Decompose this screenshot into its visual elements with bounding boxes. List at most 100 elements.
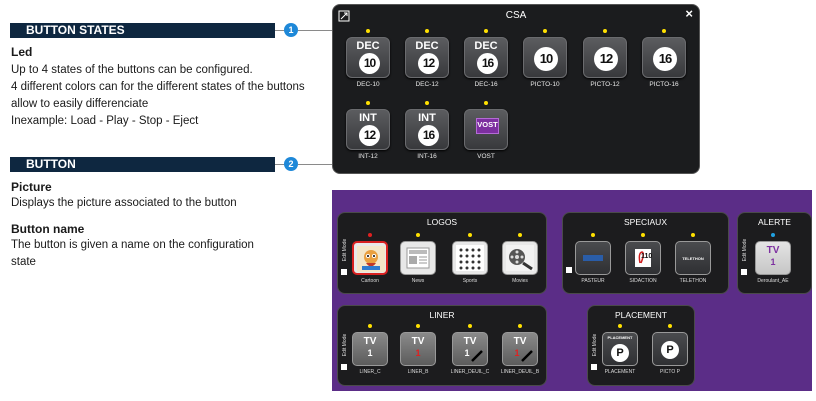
- button-caption: Deroulant_AE: [757, 278, 789, 284]
- led-indicator: [468, 324, 472, 328]
- button-face[interactable]: P: [652, 332, 688, 366]
- button-caption: INT-12: [358, 153, 378, 160]
- edit-mode-label: Edit Mode: [342, 238, 348, 262]
- button-label: DEC: [415, 40, 439, 52]
- section-title: BUTTON STATES: [10, 23, 275, 38]
- button-face[interactable]: [452, 241, 488, 275]
- picture-text: Displays the picture associated to the b…: [11, 197, 237, 209]
- parking-p-icon: P: [611, 344, 629, 362]
- edit-mode-label: Edit Mode: [592, 333, 598, 357]
- button-face[interactable]: TV 1: [452, 332, 488, 366]
- callout-line: [275, 164, 285, 165]
- edit-mode-toggle[interactable]: Edit Mode: [340, 235, 350, 275]
- edit-mode-toggle[interactable]: Edit Mode: [340, 330, 350, 370]
- button-caption: LINER_DEUIL_B: [500, 369, 540, 375]
- button-caption: TELETHON: [679, 278, 707, 284]
- button-face[interactable]: [575, 241, 611, 275]
- callout-number-badge: 1: [284, 23, 298, 37]
- button-face[interactable]: INT 12: [346, 109, 390, 150]
- button-caption: PICTO-12: [590, 81, 620, 88]
- button-caption: PLACEMENT: [604, 369, 636, 375]
- button-caption: DEC-10: [356, 81, 380, 88]
- led-line: 4 different colors can for the different…: [11, 81, 305, 93]
- edit-mode-label: Edit Mode: [742, 238, 748, 262]
- age-rating-icon: 16: [653, 47, 677, 71]
- led-indicator: [425, 101, 429, 105]
- button-face[interactable]: [352, 241, 388, 275]
- close-icon[interactable]: ×: [685, 6, 693, 21]
- panel-title: LINER: [429, 310, 455, 320]
- tv-label: TV: [363, 336, 377, 347]
- led-indicator: [468, 233, 472, 237]
- button-face[interactable]: TV 1: [352, 332, 388, 366]
- button-name-line: state: [11, 256, 36, 268]
- mourning-ribbon-icon: [471, 350, 483, 362]
- led-indicator: [518, 324, 522, 328]
- tv-number: 1: [514, 348, 520, 358]
- led-indicator: [771, 233, 775, 237]
- button-caption: LINER_B: [407, 369, 429, 375]
- sports-logo-icon: [456, 245, 484, 271]
- button-face[interactable]: 16: [642, 37, 686, 78]
- led-line: Up to 4 states of the buttons can be con…: [11, 64, 253, 76]
- button-face[interactable]: [400, 241, 436, 275]
- edit-mode-toggle[interactable]: [565, 233, 575, 273]
- button-face[interactable]: VOST: [464, 109, 508, 150]
- led-indicator: [484, 29, 488, 33]
- led-indicator: [416, 324, 420, 328]
- button-face[interactable]: TV 1: [755, 241, 791, 275]
- edit-mode-toggle[interactable]: Edit Mode: [590, 330, 600, 370]
- liner-panel: LINER Edit Mode TV 1 LINER_C TV 1 LINER_…: [337, 305, 547, 386]
- led-line: allow to easily differenciate: [11, 98, 149, 110]
- movies-logo-icon: [506, 245, 534, 271]
- mourning-ribbon-icon: [521, 350, 533, 362]
- button-name-heading: Button name: [11, 222, 85, 236]
- button-caption: SIDACTION: [629, 278, 657, 284]
- led-indicator: [662, 29, 666, 33]
- button-face[interactable]: 110: [625, 241, 661, 275]
- button-face[interactable]: 10: [523, 37, 567, 78]
- button-face[interactable]: PLACEMENT P: [602, 332, 638, 366]
- button-caption: INT-16: [417, 153, 437, 160]
- button-caption: LINER_DEUIL_C: [450, 369, 490, 375]
- edit-mode-checkbox[interactable]: [741, 269, 747, 275]
- button-caption: News: [411, 278, 425, 284]
- button-face[interactable]: DEC 16: [464, 37, 508, 78]
- button-face[interactable]: DEC 10: [346, 37, 390, 78]
- button-face[interactable]: TV 1: [400, 332, 436, 366]
- picture-heading: Picture: [11, 180, 52, 194]
- button-face[interactable]: INT 16: [405, 109, 449, 150]
- button-face[interactable]: 12: [583, 37, 627, 78]
- edit-mode-checkbox[interactable]: [341, 364, 347, 370]
- age-rating-icon: 16: [418, 125, 439, 146]
- edit-mode-checkbox[interactable]: [566, 267, 572, 273]
- tv-label: TV: [411, 336, 425, 347]
- led-indicator: [618, 324, 622, 328]
- alerte-panel: ALERTE Edit Mode TV 1 Deroulant_AE: [737, 212, 812, 294]
- button-face[interactable]: DEC 12: [405, 37, 449, 78]
- button-caption: VOST: [477, 153, 495, 160]
- led-indicator: [366, 29, 370, 33]
- button-face[interactable]: [502, 241, 538, 275]
- button-caption: DEC-12: [415, 81, 439, 88]
- resize-icon[interactable]: [338, 10, 350, 22]
- button-caption: LINER_C: [359, 369, 381, 375]
- edit-mode-checkbox[interactable]: [341, 269, 347, 275]
- panel-title: SPECIAUX: [624, 217, 667, 227]
- edit-mode-checkbox[interactable]: [591, 364, 597, 370]
- button-face[interactable]: TV 1: [502, 332, 538, 366]
- edit-mode-toggle[interactable]: Edit Mode: [740, 235, 750, 275]
- tv-number: 1: [464, 348, 470, 358]
- age-rating-icon: 12: [418, 53, 439, 74]
- led-line: Inexample: Load - Play - Stop - Eject: [11, 115, 199, 127]
- button-caption: DEC-16: [474, 81, 498, 88]
- led-indicator: [591, 233, 595, 237]
- led-indicator: [641, 233, 645, 237]
- button-label: DEC: [356, 40, 380, 52]
- window-title: CSA: [505, 10, 527, 21]
- age-rating-icon: 10: [359, 53, 380, 74]
- callout-number-badge: 2: [284, 157, 298, 171]
- section-title: BUTTON: [10, 157, 275, 172]
- parking-p-icon: P: [661, 341, 679, 359]
- button-face[interactable]: TELETHON: [675, 241, 711, 275]
